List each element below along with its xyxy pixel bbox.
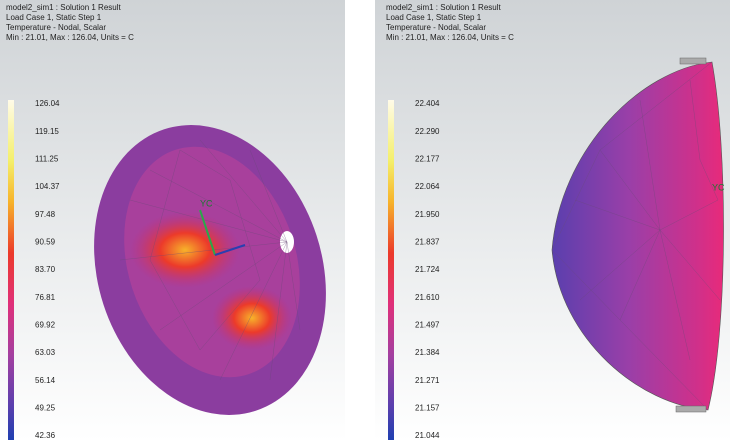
legend-label: 21.837: [415, 237, 440, 246]
legend-label: 21.724: [415, 265, 440, 274]
header-line: Load Case 1, Static Step 1: [6, 13, 102, 22]
legend-label: 21.044: [415, 431, 440, 440]
legend-label: 21.950: [415, 210, 440, 219]
legend-label: 22.290: [415, 127, 440, 136]
legend-label: 21.610: [415, 293, 440, 302]
legend-label: 90.59: [35, 237, 56, 246]
legend-label: 21.497: [415, 320, 440, 329]
legend-label: 42.36: [35, 431, 56, 440]
header-line: Load Case 1, Static Step 1: [386, 13, 482, 22]
legend-label: 21.271: [415, 376, 440, 385]
legend-label: 21.157: [415, 403, 440, 412]
legend-label: 63.03: [35, 348, 56, 357]
header-line: Temperature - Nodal, Scalar: [386, 23, 486, 32]
legend-label: 49.25: [35, 403, 56, 412]
legend-label: 104.37: [35, 182, 60, 191]
header-line: model2_sim1 : Solution 1 Result: [6, 3, 122, 12]
legend-label: 119.15: [35, 127, 59, 136]
legend-label: 76.81: [35, 293, 56, 302]
legend-label: 22.177: [415, 154, 440, 163]
color-bar: [388, 100, 394, 440]
legend-label: 97.48: [35, 210, 56, 219]
header-line: Temperature - Nodal, Scalar: [6, 23, 106, 32]
legend-label: 111.25: [35, 154, 59, 163]
legend-label: 21.384: [415, 348, 440, 357]
screenshot: model2_sim1 : Solution 1 ResultLoad Case…: [0, 0, 730, 441]
legend-label: 22.064: [415, 182, 440, 191]
color-bar: [8, 100, 14, 440]
triad-label: YC: [200, 198, 213, 208]
legend-label: 126.04: [35, 99, 60, 108]
legend-label: 56.14: [35, 376, 56, 385]
legend-label: 69.92: [35, 320, 56, 329]
triad-label: YC: [712, 182, 725, 192]
header-line: model2_sim1 : Solution 1 Result: [386, 3, 502, 12]
legend-label: 22.404: [415, 99, 440, 108]
header-line: Min : 21.01, Max : 126.04, Units = C: [6, 33, 134, 42]
legend-label: 83.70: [35, 265, 56, 274]
header-line: Min : 21.01, Max : 126.04, Units = C: [386, 33, 514, 42]
